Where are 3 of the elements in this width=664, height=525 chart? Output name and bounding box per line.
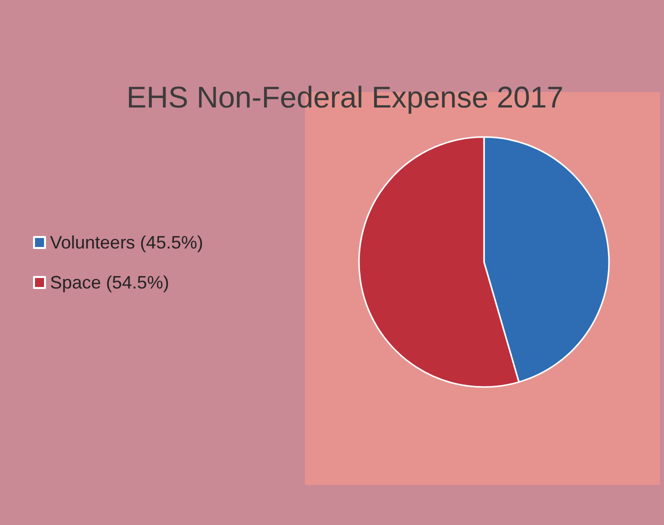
chart-title: EHS Non-Federal Expense 2017 <box>126 82 564 114</box>
legend-label: Space (54.5%) <box>50 272 170 292</box>
legend-label: Volunteers (45.5%) <box>50 232 204 252</box>
